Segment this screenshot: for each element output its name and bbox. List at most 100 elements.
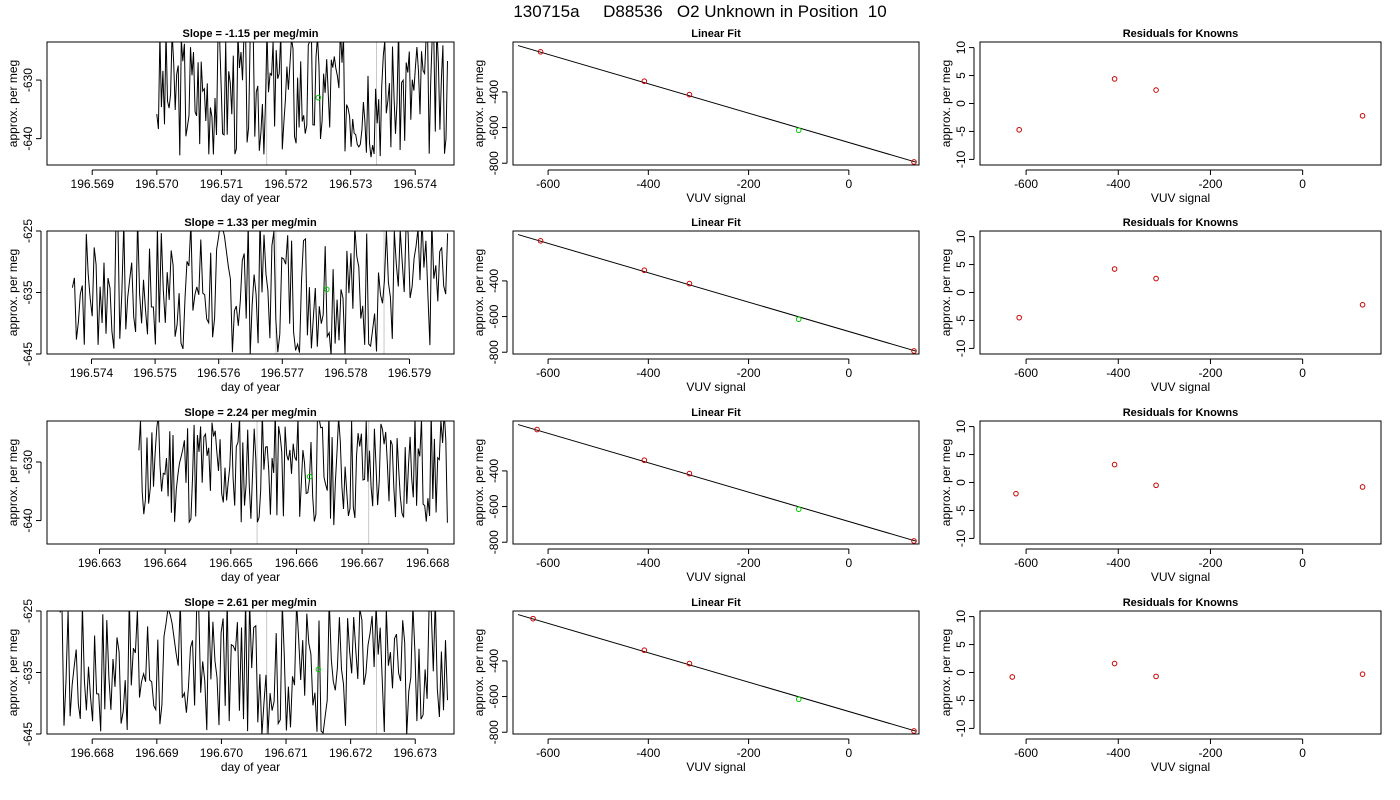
known-point: [530, 615, 536, 622]
known-point: [641, 267, 648, 274]
x-tick-label: -200: [1198, 177, 1222, 191]
x-tick-label: -200: [737, 177, 761, 191]
plot-area: [1009, 660, 1366, 680]
x-tick-label: -600: [1014, 366, 1038, 380]
x-axis-label: VUV signal: [686, 380, 745, 394]
y-axis-label: approx. per meg: [472, 629, 486, 716]
y-tick-label: -800: [487, 720, 501, 744]
y-tick-label: 0: [954, 669, 968, 676]
plot-area: [156, 42, 448, 165]
x-tick-label: 196.572: [264, 177, 308, 191]
x-tick-label: -400: [1106, 366, 1130, 380]
unknown-marker: [315, 666, 322, 673]
y-tick-label: -635: [21, 660, 35, 684]
x-tick-label: -600: [1014, 177, 1038, 191]
x-axis-label: VUV signal: [1151, 570, 1210, 584]
x-tick-label: -400: [1106, 746, 1130, 760]
y-tick-label: -800: [487, 340, 501, 364]
known-point: [911, 159, 917, 165]
y-axis-label: approx. per meg: [939, 439, 953, 526]
known-point: [1016, 126, 1022, 133]
y-tick-label: 0: [954, 100, 968, 107]
known-point: [641, 647, 648, 654]
y-tick-label: -5: [954, 695, 968, 706]
x-axis-label: day of year: [221, 191, 280, 205]
x-axis-label: VUV signal: [1151, 380, 1210, 394]
x-axis-label: VUV signal: [686, 191, 745, 205]
x-tick-label: 0: [1299, 746, 1306, 760]
x-tick-label: -200: [737, 746, 761, 760]
x-tick-label: 0: [845, 177, 852, 191]
chart-panel-8: -600 -400 -200 0 -800 -600 -400 Linear Fit VUV s…: [472, 407, 920, 584]
chart-panel-12: -600 -400 -200 0 -10 -5 0 5 10 Residuals for Know…: [939, 597, 1382, 774]
x-tick-label: 196.577: [261, 366, 305, 380]
x-tick-label: 0: [1299, 366, 1306, 380]
y-axis-label: approx. per meg: [6, 629, 20, 716]
x-tick-label: 196.569: [71, 177, 115, 191]
chart-panel-11: -600 -400 -200 0 -800 -600 -400 Linear Fit VUV s…: [472, 597, 920, 774]
y-tick-label: 5: [954, 261, 968, 268]
chart-panel-7: 196.663 196.664 196.665 196.666 196.667 196.6…: [6, 407, 455, 584]
plot-frame: [979, 41, 1382, 166]
plot-area: [517, 424, 917, 544]
y-axis-label: approx. per meg: [6, 249, 20, 336]
x-tick-label: 196.570: [135, 177, 179, 191]
x-tick-label: 196.671: [264, 746, 308, 760]
panel-title: Linear Fit: [691, 28, 741, 40]
chart-panel-4: 196.574 196.575 196.576 196.577 196.578 196.5…: [6, 217, 455, 394]
x-tick-label: 196.664: [143, 556, 187, 570]
data-series-line: [156, 42, 448, 158]
y-tick-label: -5: [954, 315, 968, 326]
x-tick-label: -600: [536, 746, 560, 760]
chart-panel-5: -600 -400 -200 0 -800 -600 -400 Linear Fit VUV s…: [472, 217, 920, 394]
y-axis-label: approx. per meg: [472, 249, 486, 336]
y-tick-label: -625: [21, 599, 35, 623]
x-axis-label: day of year: [221, 380, 280, 394]
plot-frame: [512, 420, 920, 545]
x-tick-label: -200: [737, 556, 761, 570]
x-tick-label: -600: [536, 366, 560, 380]
y-tick-label: -800: [487, 151, 501, 175]
x-tick-label: -200: [1198, 746, 1222, 760]
known-point: [1009, 674, 1016, 680]
x-tick-label: 196.574: [70, 366, 114, 380]
x-tick-label: -200: [737, 366, 761, 380]
x-axis-label: VUV signal: [1151, 191, 1210, 205]
panel-title: Residuals for Knowns: [1123, 217, 1239, 229]
known-point: [534, 426, 540, 433]
chart-panel-9: -600 -400 -200 0 -10 -5 0 5 10 Residuals for Know…: [939, 407, 1382, 584]
y-tick-label: 5: [954, 72, 968, 79]
x-tick-label: -400: [1106, 177, 1130, 191]
data-series-line: [59, 611, 448, 734]
chart-panel-10: 196.668 196.669 196.670 196.671 196.672 196.6…: [6, 597, 455, 774]
y-axis-label: approx. per meg: [472, 439, 486, 526]
known-point: [1153, 482, 1159, 489]
known-point: [641, 457, 648, 464]
known-point: [911, 348, 917, 354]
y-tick-label: -5: [954, 126, 968, 137]
y-tick-label: 0: [954, 479, 968, 486]
unknown-point: [795, 127, 802, 134]
plot-frame: [46, 230, 455, 355]
known-point: [686, 280, 693, 287]
x-tick-label: 0: [845, 556, 852, 570]
x-tick-label: -400: [1106, 556, 1130, 570]
data-series-line: [71, 231, 449, 354]
x-tick-label: -400: [636, 177, 660, 191]
x-tick-label: 0: [845, 366, 852, 380]
known-point: [1111, 461, 1118, 468]
x-tick-label: 196.579: [388, 366, 432, 380]
unknown-marker: [315, 94, 322, 101]
y-tick-label: -635: [21, 280, 35, 304]
unknown-point: [795, 696, 802, 703]
x-tick-label: -600: [1014, 746, 1038, 760]
known-point: [1111, 660, 1118, 667]
plot-frame: [512, 230, 920, 355]
x-axis-label: day of year: [221, 760, 280, 774]
y-tick-label: -800: [487, 530, 501, 554]
x-tick-label: -400: [636, 746, 660, 760]
known-point: [1359, 302, 1366, 308]
plot-area: [59, 611, 448, 734]
y-tick-label: -600: [487, 684, 501, 708]
x-tick-label: -600: [536, 556, 560, 570]
